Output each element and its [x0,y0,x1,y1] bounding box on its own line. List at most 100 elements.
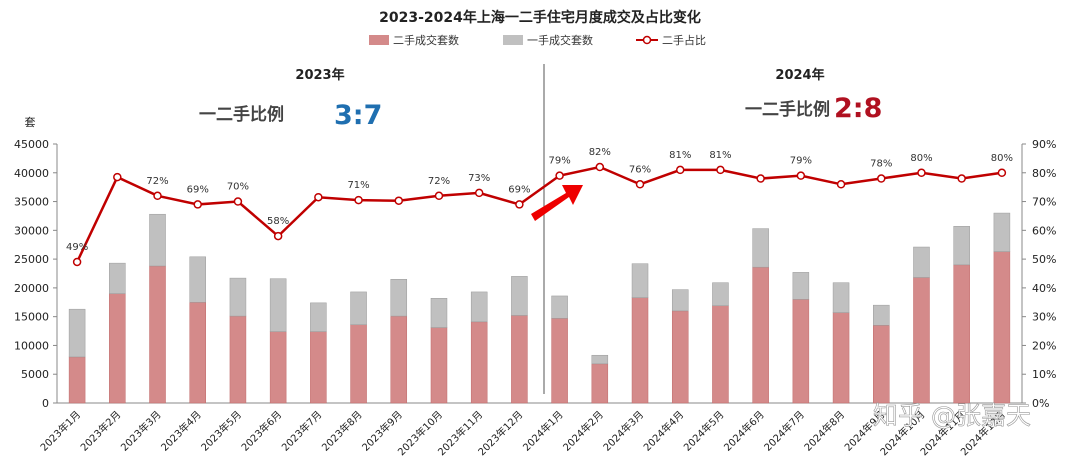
ratio-data-label: 70% [227,182,249,193]
ratio-data-label: 69% [508,184,530,195]
bar-newhome [752,228,769,268]
bar-newhome [953,226,970,266]
legend-swatch-newhome [503,35,523,45]
ratio-point [555,171,564,180]
ratio-point [233,197,243,206]
y-tick-label: 35000 [14,196,49,209]
bar-newhome [189,256,206,303]
x-tick-label: 2023年6月 [238,408,284,454]
bar-secondhand [752,266,769,404]
bar-newhome [229,277,247,317]
legend-swatch-secondhand [369,35,389,45]
ratio-point [474,188,484,198]
bar-newhome [631,263,649,298]
ratio-line [75,165,1003,263]
x-tick-label: 2024年6月 [721,408,767,454]
x-tick-label: 2023年7月 [279,408,325,454]
annotation-ratio-label-2023: 一二手比例 [199,104,284,125]
ratio-point [877,174,886,183]
y-tick-label: 40000 [14,167,49,180]
ratio-point [796,171,806,180]
y2-tick-label: 40% [1032,282,1056,295]
ratio-data-label: 81% [669,150,691,161]
bar-newhome [109,262,126,294]
ratio-point [917,168,926,178]
bar-secondhand [832,312,850,404]
ratio-point [515,200,524,209]
ratio-data-label: 80% [910,153,932,164]
bar-secondhand [350,324,367,404]
ratio-point [635,180,645,189]
watermark: 知乎 @张嘉天 [873,401,1031,430]
bar-secondhand [993,251,1011,404]
trend-arrow-icon [531,185,583,221]
bar-newhome [873,304,890,326]
bar-newhome [671,289,689,312]
ratio-data-label: 79% [790,156,812,167]
x-tick-label: 2024年7月 [761,408,807,454]
y-tick-label: 5000 [21,368,49,381]
bar-newhome [390,279,408,317]
bar-secondhand [310,331,327,404]
x-tick-label: 2023年5月 [198,408,244,454]
y2-tick-label: 80% [1032,167,1056,180]
bar-newhome [269,278,287,332]
y-tick-label: 45000 [14,138,49,151]
ratio-point [72,257,82,267]
bar-newhome [310,302,327,332]
ratio-data-label: 81% [709,150,731,161]
bar-secondhand [913,277,930,404]
bar-newhome [712,282,729,306]
ratio-point [595,162,605,172]
x-tick-label: 2023年2月 [78,408,124,454]
bar-newhome [551,295,568,319]
bar-newhome [68,308,86,358]
bars-layer [68,212,1011,404]
ratio-data-label: 73% [468,173,490,184]
bar-newhome [832,282,850,313]
bar-secondhand [953,264,970,404]
bar-secondhand [390,315,408,404]
ratio-point [153,191,162,201]
line-layer: 49% 72% 69% 70% 58% 71% 72% 73% 69% 79% 82% 76% 81% 8… [66,147,1013,267]
bar-secondhand [109,293,126,404]
x-tick-label: 2024年1月 [520,408,566,454]
ratio-point [756,174,765,183]
legend-marker-ratio [642,35,652,45]
y-tick-label: 30000 [14,224,49,237]
bar-newhome [993,212,1011,252]
ratio-point [434,191,444,201]
annotation-year-2023: 2023年 [295,67,344,83]
x-tick-label: 2023年1月 [37,408,83,454]
bar-secondhand [430,327,448,404]
annotation-ratio-value-2023: 3:7 [334,100,382,131]
annotation-year-2024: 2024年 [775,67,824,83]
bar-secondhand [591,363,609,404]
annotation-ratio-label-2024: 一二手比例 [745,99,830,120]
bar-secondhand [511,315,528,404]
x-tick-label: 2024年5月 [681,408,727,454]
ratio-point [675,165,685,175]
x-tick-label: 2023年4月 [158,408,204,454]
bar-newhome [511,276,528,316]
x-tick-label: 2023年8月 [319,408,365,454]
y2-tick-label: 90% [1032,138,1056,151]
bar-secondhand [68,356,86,404]
ratio-data-label: 69% [187,184,209,195]
ratio-point [716,165,725,175]
ratio-data-label: 58% [267,216,289,227]
bar-secondhand [631,297,649,404]
y-tick-label: 15000 [14,311,49,324]
y2-tick-label: 10% [1032,368,1056,381]
bar-secondhand [792,299,810,404]
y2-tick-label: 0% [1032,397,1049,410]
ratio-point [314,192,323,202]
bar-newhome [591,354,609,365]
y2-tick-label: 70% [1032,196,1056,209]
ratio-point [354,195,363,205]
bar-newhome [350,291,367,325]
x-tick-label: 2024年2月 [560,408,606,454]
ratio-data-label: 78% [870,159,892,170]
bar-newhome [430,297,448,328]
